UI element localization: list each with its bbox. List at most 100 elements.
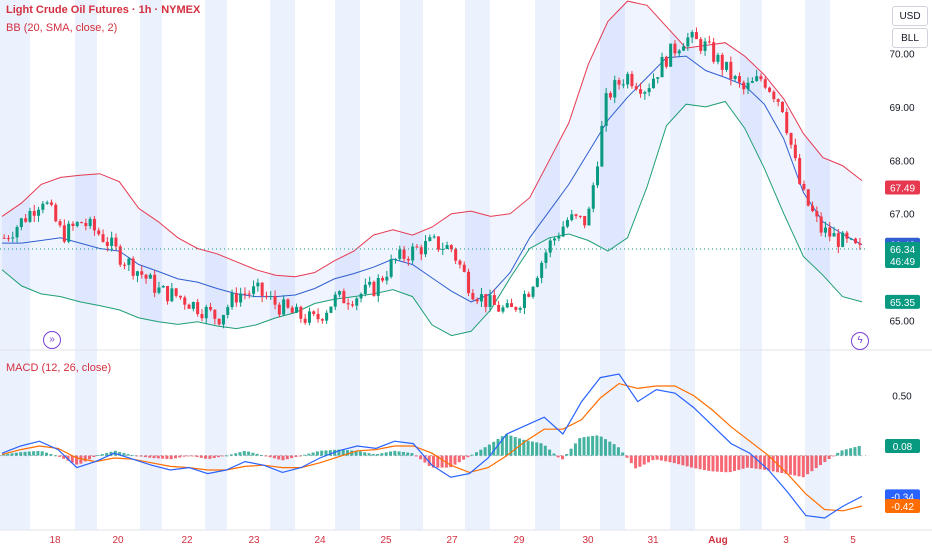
macd-histogram-bar — [272, 455, 276, 459]
macd-histogram-bar — [161, 455, 165, 459]
candle-body — [101, 234, 105, 242]
currency-button[interactable]: USD — [892, 6, 928, 26]
macd-histogram-bar — [53, 455, 57, 457]
unit-button[interactable]: BLL — [892, 28, 928, 48]
candle-body — [92, 218, 96, 231]
macd-histogram-bar — [449, 455, 453, 468]
macd-histogram-bar — [195, 455, 199, 458]
macd-histogram-bar — [100, 454, 104, 456]
macd-histogram-bar — [49, 454, 53, 456]
candle-body — [37, 209, 41, 216]
candle-body — [664, 56, 668, 67]
bb-lower-line — [1, 100, 863, 337]
macd-histogram-bar — [857, 446, 861, 456]
candle-body — [531, 286, 535, 297]
candle-body — [402, 249, 406, 259]
candle-body — [823, 227, 827, 233]
bb-basis-line — [2, 55, 863, 303]
candle-body — [518, 308, 522, 310]
price-label: 67.49 — [890, 184, 915, 195]
candle-body — [763, 79, 767, 88]
macd-histogram-bar — [552, 453, 556, 456]
candle-body — [647, 88, 651, 93]
candle-body — [239, 293, 243, 303]
macd-indicator-label[interactable]: MACD (12, 26, close) — [6, 362, 112, 374]
macd-value-label: -0.42 — [891, 502, 914, 513]
session-band-5 — [335, 0, 360, 530]
candle-body — [755, 76, 759, 82]
macd-histogram-bar — [711, 455, 715, 472]
candle-body — [789, 133, 793, 145]
price-label: 66.34 — [890, 245, 915, 256]
candle-body — [393, 258, 397, 260]
candle-body — [213, 309, 217, 319]
macd-histogram-bar — [444, 455, 448, 468]
macd-histogram-bar — [182, 455, 186, 457]
candle-body — [703, 41, 707, 51]
time-tick-label: 18 — [49, 535, 61, 546]
candle-body — [445, 245, 449, 249]
candle-body — [350, 304, 354, 306]
macd-histogram-bar — [629, 455, 633, 464]
candle-body — [131, 258, 135, 276]
candle-body — [372, 281, 376, 296]
candle-body — [28, 210, 32, 222]
macd-histogram-bar — [621, 452, 625, 456]
candle-body — [669, 43, 673, 67]
candle-body — [836, 233, 840, 247]
fast-forward-icon[interactable]: » — [43, 331, 61, 349]
macd-histogram-bar — [651, 455, 655, 461]
candle-body — [651, 78, 655, 89]
macd-histogram-bar — [105, 452, 109, 456]
macd-histogram-bar — [303, 454, 307, 456]
candle-body — [557, 236, 561, 239]
candle-body — [110, 237, 114, 246]
candle-body — [256, 282, 260, 287]
macd-histogram-bar — [57, 455, 61, 457]
candle-body — [725, 61, 729, 70]
candle-body — [768, 87, 772, 92]
candle-body — [123, 264, 127, 266]
macd-histogram-bar — [432, 455, 436, 468]
macd-histogram-bar — [664, 455, 668, 462]
macd-histogram-bar — [767, 455, 771, 471]
candle-body — [780, 101, 784, 113]
candle-body — [127, 258, 131, 265]
lightning-icon[interactable]: ϟ — [851, 332, 869, 350]
macd-histogram-bar — [513, 437, 517, 456]
time-tick-label: 30 — [582, 535, 594, 546]
macd-histogram-bar — [62, 455, 66, 459]
macd-histogram-bar — [358, 451, 362, 456]
macd-histogram-bar — [19, 452, 23, 456]
candle-body — [32, 210, 36, 216]
price-label-box — [885, 180, 920, 195]
candle-body — [527, 293, 531, 297]
macd-histogram-bar — [251, 452, 255, 456]
macd-histogram-bar — [586, 436, 590, 456]
candle-body — [424, 241, 428, 255]
candle-body — [565, 220, 569, 227]
macd-histogram-bar — [642, 455, 646, 465]
macd-value-box — [885, 439, 920, 453]
chart-title[interactable]: Light Crude Oil Futures · 1h · NYMEX — [6, 4, 201, 16]
macd-histogram-bar — [234, 453, 238, 456]
macd-histogram-bar — [397, 451, 401, 456]
macd-histogram-bar — [143, 455, 147, 458]
macd-histogram-bar — [509, 435, 513, 456]
candle-body — [626, 73, 630, 85]
macd-histogram-bar — [526, 440, 530, 456]
macd-histogram-bar — [707, 455, 711, 471]
candle-body — [522, 293, 526, 309]
candle-body — [320, 319, 324, 321]
macd-histogram-bar — [229, 454, 233, 456]
candle-body — [608, 93, 612, 98]
bb-indicator-label[interactable]: BB (20, SMA, close, 2) — [6, 22, 118, 34]
macd-histogram-bar — [156, 455, 160, 459]
macd-histogram-bar — [672, 455, 676, 464]
candle-body — [260, 282, 264, 296]
price-tick-label: 69.00 — [889, 103, 914, 114]
candle-body — [677, 50, 681, 54]
candle-body — [161, 286, 165, 288]
